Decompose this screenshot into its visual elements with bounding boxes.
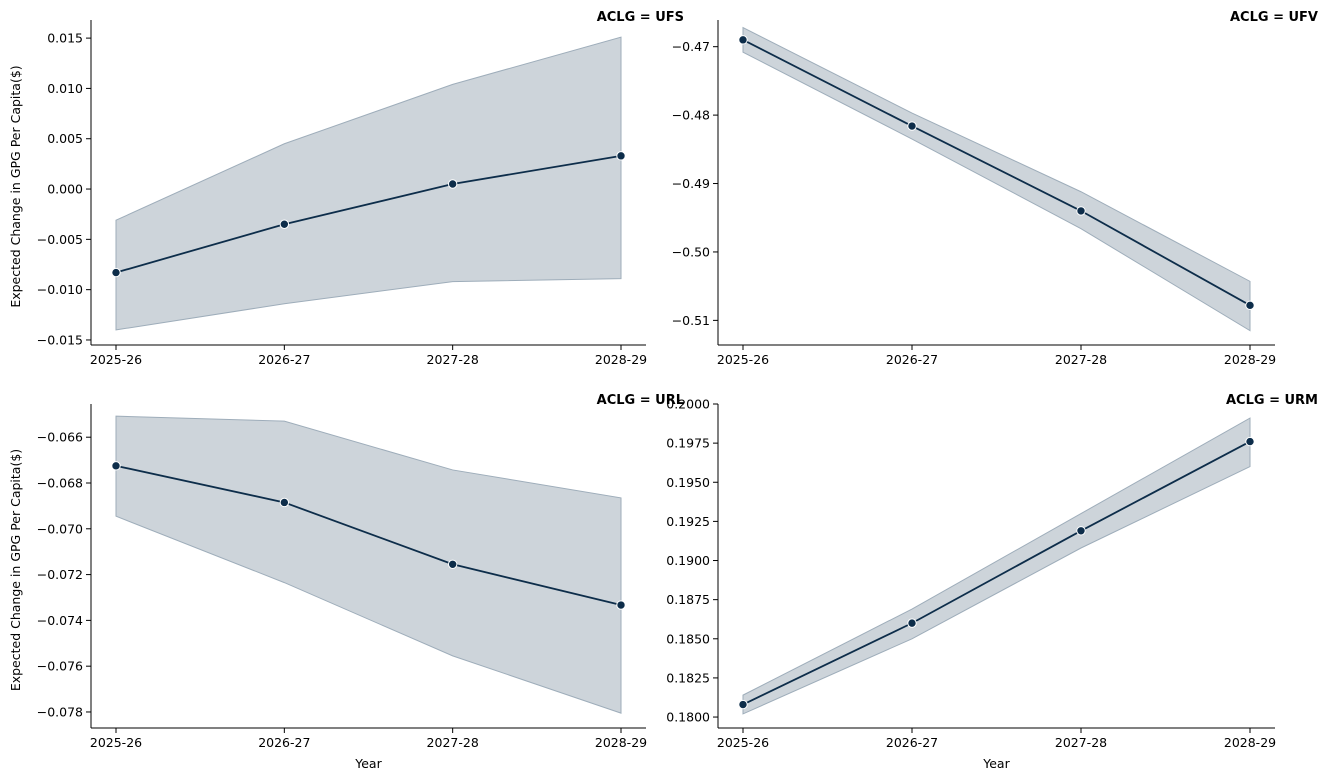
x-tick-label: 2026-27 <box>886 352 938 367</box>
x-tick-label: 2028-29 <box>1224 735 1276 750</box>
y-tick-label: 0.1850 <box>666 631 710 646</box>
chart-panel-1: −0.015 −0.010 −0.005 0.000 0.005 0.010 0.015 20… <box>8 10 684 367</box>
x-tick-label: 2025-26 <box>90 352 142 367</box>
y-tick-label: 0.1825 <box>666 670 710 685</box>
series-line <box>115 464 622 606</box>
y-tick-label: −0.015 <box>37 332 83 347</box>
data-point <box>907 618 917 628</box>
confidence-band <box>115 36 622 331</box>
confidence-band <box>742 26 1251 332</box>
data-point <box>1076 206 1086 216</box>
x-tick-label: 2027-28 <box>427 352 479 367</box>
x-tick-label: 2026-27 <box>886 735 938 750</box>
data-point <box>111 267 121 278</box>
y-tick-label: −0.070 <box>37 521 83 536</box>
series-line <box>742 39 1251 307</box>
data-point <box>738 35 748 45</box>
series-line <box>742 440 1251 706</box>
y-tick-label: 0.1925 <box>666 514 710 529</box>
y-tick-label: 0.1875 <box>666 592 710 607</box>
data-point <box>279 219 290 229</box>
y-tick-label: −0.48 <box>672 108 710 123</box>
x-tick-label: 2027-28 <box>1055 735 1107 750</box>
y-tick-label: 0.005 <box>47 131 83 146</box>
chart-panel-3: −0.066 −0.068 −0.070 −0.072 −0.074 −0.076 −0.0… <box>8 393 684 771</box>
data-point <box>738 699 748 710</box>
data-point <box>1245 436 1255 447</box>
x-axis-label: Year <box>354 756 382 771</box>
y-tick-label: −0.005 <box>37 232 83 247</box>
panel-title: ACLG = URL <box>597 393 684 408</box>
data-point <box>1245 300 1255 311</box>
y-tick-label: −0.50 <box>672 244 710 259</box>
y-tick-label: −0.066 <box>37 430 83 445</box>
y-tick-label: 0.010 <box>47 81 83 96</box>
y-tick-label: −0.068 <box>37 475 83 490</box>
x-tick-label: 2026-27 <box>258 352 310 367</box>
y-axis-label: Expected Change in GPG Per Capita($) <box>8 449 23 691</box>
y-tick-label: −0.072 <box>37 567 83 582</box>
data-point <box>1076 526 1086 536</box>
y-tick-label: −0.076 <box>37 659 83 674</box>
x-axis-label: Year <box>982 756 1010 771</box>
x-tick-label: 2025-26 <box>717 735 769 750</box>
y-tick-label: −0.51 <box>672 313 710 328</box>
panel-title: ACLG = UFS <box>597 10 684 25</box>
y-tick-label: 0.1950 <box>666 475 710 490</box>
y-tick-label: −0.49 <box>672 176 710 191</box>
data-point <box>111 461 121 471</box>
y-tick-label: 0.015 <box>47 31 83 46</box>
y-tick-label: 0.000 <box>47 182 83 197</box>
data-point <box>616 600 626 610</box>
chart-panel-2: −0.47 −0.48 −0.49 −0.50 −0.51 2025-26 2026-27 2… <box>672 10 1318 367</box>
data-point <box>279 497 290 508</box>
data-point <box>447 559 458 569</box>
x-tick-label: 2025-26 <box>90 735 142 750</box>
chart-panel-4: 0.1800 0.1825 0.1850 0.1875 0.1900 0.1925 0.19… <box>666 393 1318 771</box>
confidence-band <box>115 415 622 714</box>
panel-title: ACLG = UFV <box>1230 10 1318 25</box>
x-tick-label: 2027-28 <box>1055 352 1107 367</box>
x-tick-label: 2028-29 <box>595 352 647 367</box>
y-tick-label: −0.078 <box>37 704 83 719</box>
y-tick-label: 0.2000 <box>666 397 710 412</box>
y-tick-label: −0.010 <box>37 282 83 297</box>
y-tick-label: −0.47 <box>672 39 710 54</box>
x-tick-label: 2026-27 <box>258 735 310 750</box>
y-tick-label: 0.1975 <box>666 436 710 451</box>
x-tick-label: 2025-26 <box>717 352 769 367</box>
y-tick-label: 0.1900 <box>666 553 710 568</box>
y-tick-label: −0.074 <box>37 613 83 628</box>
y-axis-label: Expected Change in GPG Per Capita($) <box>8 65 23 307</box>
panel-title: ACLG = URM <box>1226 393 1318 408</box>
data-point <box>447 179 458 189</box>
data-point <box>616 151 626 161</box>
data-point <box>907 121 917 131</box>
series-line <box>115 154 622 274</box>
confidence-band <box>742 417 1251 715</box>
y-tick-label: 0.1800 <box>666 710 710 725</box>
x-tick-label: 2028-29 <box>595 735 647 750</box>
x-tick-label: 2027-28 <box>427 735 479 750</box>
x-tick-label: 2028-29 <box>1224 352 1276 367</box>
